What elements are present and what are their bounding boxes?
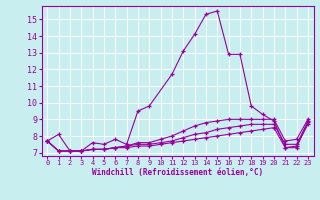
X-axis label: Windchill (Refroidissement éolien,°C): Windchill (Refroidissement éolien,°C): [92, 168, 263, 177]
